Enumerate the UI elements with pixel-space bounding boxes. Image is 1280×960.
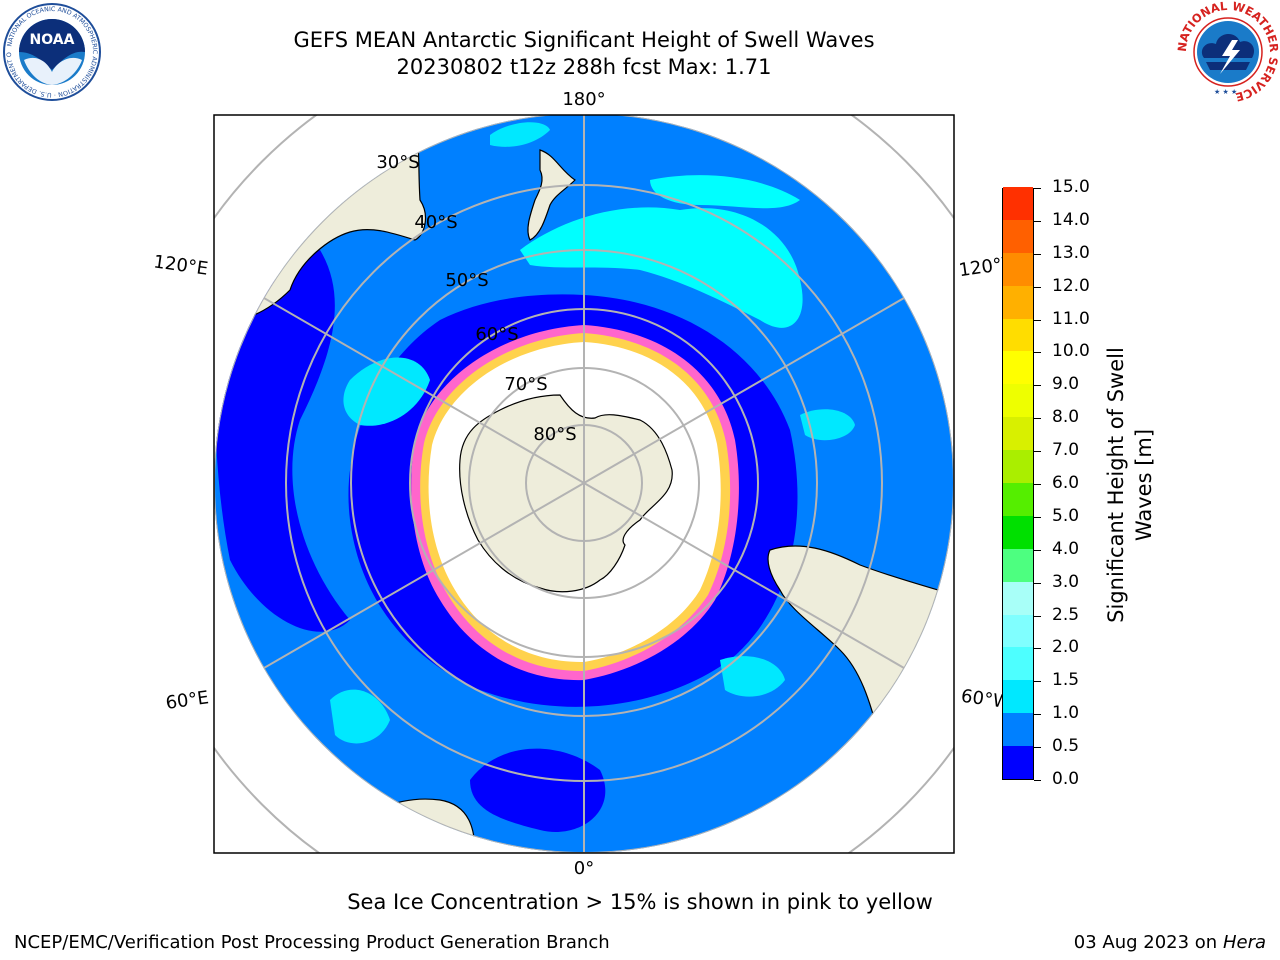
meridian-label-60e: 60°E	[164, 687, 210, 714]
meridian-120e-60w	[214, 260, 954, 706]
parallel-label-80s: 80°S	[533, 424, 576, 445]
new-zealand-land	[527, 149, 576, 241]
colorbar-segment	[1003, 186, 1033, 220]
host-name: Hera	[1222, 932, 1266, 953]
colorbar-tick	[1034, 648, 1041, 650]
colorbar-tick	[1034, 714, 1041, 716]
parallel-label-30s: 30°S	[376, 152, 419, 173]
swell-patch-southeast	[720, 656, 785, 697]
colorbar-tick-label: 11.0	[1052, 308, 1090, 329]
colorbar-tick-label: 5.0	[1052, 505, 1080, 526]
noaa-logo: NATIONAL OCEANIC AND ATMOSPHERIC ADMINIS…	[2, 2, 101, 101]
colorbar-segment	[1003, 614, 1033, 648]
parallel-label-70s: 70°S	[504, 374, 547, 395]
colorbar-tick	[1034, 747, 1041, 749]
colorbar-tick-label: 13.0	[1052, 242, 1090, 263]
colorbar-tick	[1034, 582, 1041, 584]
colorbar-segment	[1003, 646, 1033, 681]
colorbar-segment	[1003, 219, 1033, 253]
madagascar-land-2	[214, 788, 232, 822]
colorbar-tick-label: 6.0	[1052, 473, 1080, 493]
colorbar-tick-label: 14.0	[1052, 209, 1090, 230]
colorbar-tick	[1034, 286, 1041, 288]
parallel-label-40s: 40°S	[414, 212, 457, 233]
colorbar-tick-label: 1.5	[1052, 670, 1080, 691]
madagascar-land	[249, 764, 296, 802]
colorbar-segment	[1003, 285, 1033, 319]
colorbar-tick-label: 1.0	[1052, 703, 1080, 724]
colorbar-segment	[1003, 449, 1033, 483]
colorbar-segment	[1003, 252, 1033, 286]
run-date: 03 Aug 2023 on Hera	[1074, 932, 1266, 953]
colorbar-tick-label: 3.0	[1052, 571, 1080, 592]
colorbar-segment	[1003, 745, 1033, 779]
parallel-label-50s: 50°S	[445, 270, 488, 291]
parallel-label-60s: 60°S	[475, 324, 518, 345]
colorbar-tick-label: 12.0	[1052, 275, 1090, 296]
colorbar-tick-label: 2.5	[1052, 604, 1080, 625]
svg-text:NOAA: NOAA	[30, 32, 75, 48]
run-date-text: 03 Aug 2023 on	[1073, 932, 1218, 953]
colorbar-tick	[1034, 253, 1041, 255]
colorbar-tick-label: 8.0	[1052, 407, 1080, 428]
swell-patch-southwest	[330, 689, 390, 744]
meridian-label-0: 0°	[574, 858, 594, 879]
colorbar-segment	[1003, 482, 1033, 516]
colorbar-tick	[1034, 188, 1041, 189]
colorbar-tick	[1034, 484, 1041, 485]
colorbar-tick	[1034, 418, 1041, 420]
colorbar-tick	[1034, 615, 1041, 617]
nws-logo: NATIONAL WEATHER SERVICE ★ ★ ★	[1176, 0, 1280, 104]
map-frame	[213, 114, 955, 854]
colorbar-tick-label: 2.0	[1052, 637, 1080, 658]
colorbar-tick	[1034, 549, 1041, 551]
colorbar-tick-label: 9.0	[1052, 374, 1080, 395]
swell-patch-east	[800, 409, 855, 441]
africa-land	[328, 798, 476, 853]
colorbar	[1002, 186, 1034, 780]
sea-ice-note: Sea Ice Concentration > 15% is shown in …	[347, 890, 933, 914]
low-swell-west	[214, 250, 350, 632]
swell-patch-northeast	[650, 175, 800, 209]
credit-line: NCEP/EMC/Verification Post Processing Pr…	[14, 932, 610, 953]
swell-patch-top	[490, 122, 550, 147]
colorbar-segment	[1003, 712, 1033, 747]
colorbar-tick	[1034, 451, 1041, 453]
colorbar-segment	[1003, 581, 1033, 615]
colorbar-tick-label: 10.0	[1052, 341, 1090, 362]
colorbar-label: Significant Height of Swell Waves [m]	[1104, 347, 1156, 623]
colorbar-tick-label: 0.5	[1052, 736, 1080, 757]
colorbar-tick	[1034, 681, 1041, 683]
colorbar-segment	[1003, 350, 1033, 385]
colorbar-tick	[1034, 516, 1041, 518]
swell-patch-west	[343, 357, 430, 426]
svg-text:★ ★ ★: ★ ★ ★	[1214, 88, 1237, 96]
meridian-label-180: 180°	[562, 89, 605, 110]
colorbar-segment	[1003, 383, 1033, 418]
colorbar-tick-label: 7.0	[1052, 440, 1080, 461]
colorbar-segment	[1003, 548, 1033, 582]
colorbar-segment	[1003, 318, 1033, 352]
colorbar-tick	[1034, 352, 1041, 354]
colorbar-tick-label: 0.0	[1052, 769, 1080, 789]
colorbar-segment	[1003, 679, 1033, 714]
colorbar-tick	[1034, 319, 1041, 321]
colorbar-tick	[1034, 385, 1041, 387]
chart-title: GEFS MEAN Antarctic Significant Height o…	[293, 28, 875, 52]
colorbar-segment	[1003, 416, 1033, 451]
colorbar-tick	[1034, 220, 1041, 222]
colorbar-tick	[1034, 780, 1041, 781]
graticule	[214, 115, 954, 853]
colorbar-tick-label: 15.0	[1052, 177, 1090, 197]
chart-subtitle: 20230802 t12z 288h fcst Max: 1.71	[396, 55, 772, 79]
colorbar-tick-label: 4.0	[1052, 538, 1080, 559]
meridian-label-120e: 120°E	[152, 251, 209, 279]
swell-patch-north	[520, 207, 803, 328]
colorbar-segment	[1003, 515, 1033, 549]
